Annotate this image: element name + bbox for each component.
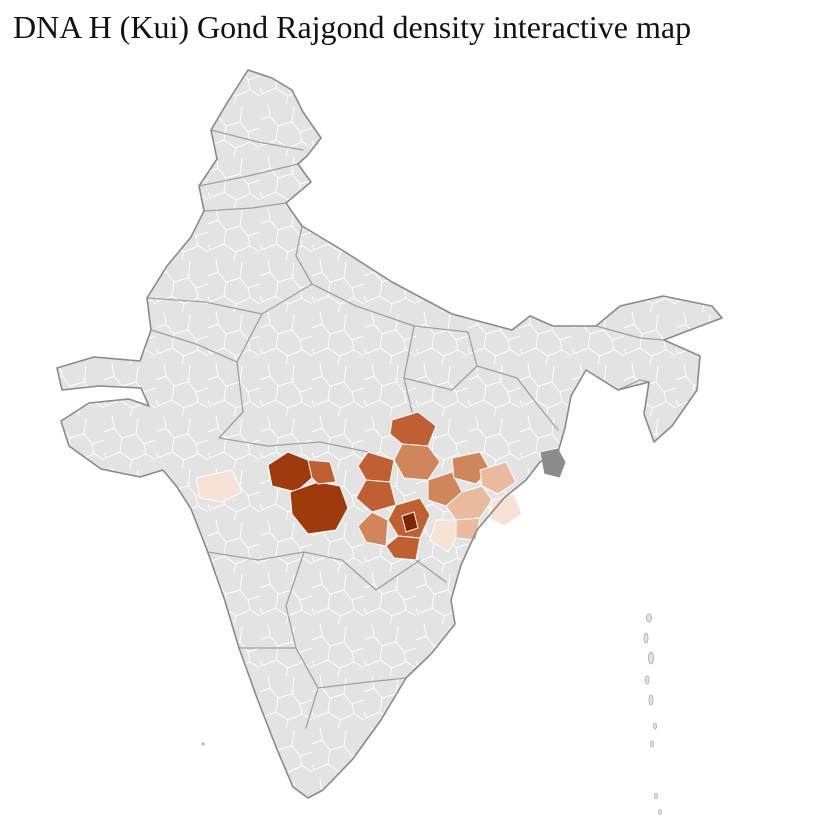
island-dot bbox=[650, 740, 654, 748]
island-dot bbox=[658, 809, 662, 815]
district-shape-low[interactable] bbox=[455, 517, 481, 541]
page-title: DNA H (Kui) Gond Rajgond density interac… bbox=[13, 9, 692, 45]
state-boundaries bbox=[146, 129, 665, 729]
island-dot bbox=[644, 675, 650, 685]
district-shape-medium_high[interactable] bbox=[385, 535, 421, 561]
island-dot bbox=[648, 694, 654, 706]
island-chain bbox=[201, 613, 662, 815]
district-shape-low[interactable] bbox=[479, 461, 517, 495]
island-dot bbox=[201, 742, 205, 746]
island-dot bbox=[643, 632, 649, 644]
island-dot bbox=[646, 613, 652, 623]
island-dot bbox=[653, 722, 657, 730]
district-shape-lowest[interactable] bbox=[195, 469, 243, 503]
island-dot bbox=[654, 793, 658, 799]
district-shape-medium_high[interactable] bbox=[307, 459, 337, 485]
district-shape-medium_high[interactable] bbox=[355, 479, 397, 513]
highlighted-districts bbox=[195, 411, 523, 561]
district-shape-highest[interactable] bbox=[401, 511, 419, 533]
island-dot bbox=[648, 651, 654, 665]
district-shape-medium[interactable] bbox=[357, 511, 389, 547]
district-shape-lowest[interactable] bbox=[429, 519, 457, 553]
no-data-region[interactable] bbox=[539, 447, 567, 479]
